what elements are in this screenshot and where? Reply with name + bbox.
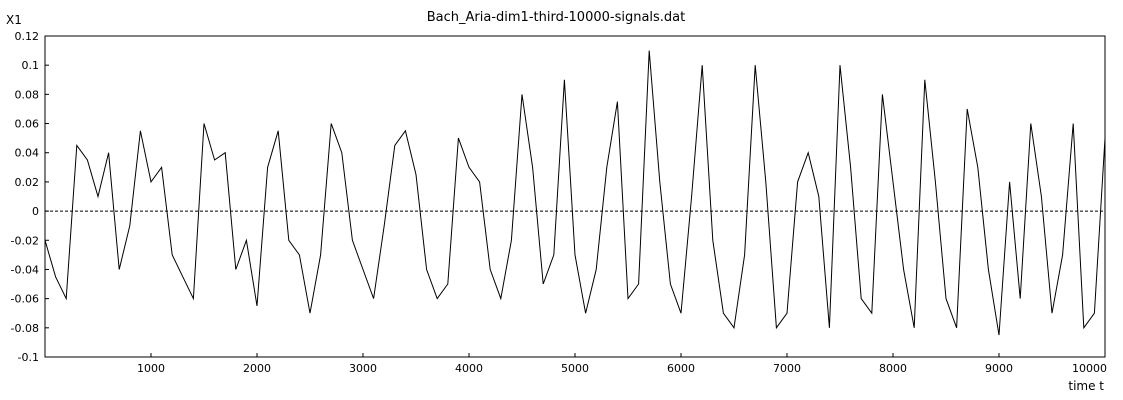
y-tick-label: -0.06 — [11, 293, 39, 306]
y-tick-label: 0 — [32, 205, 39, 218]
y-tick-label: -0.08 — [11, 322, 39, 335]
y-tick-label: 0.04 — [15, 147, 40, 160]
chart-title: Bach_Aria-dim1-third-10000-signals.dat — [427, 10, 686, 25]
signal-series-line — [44, 50, 1106, 336]
y-tick-label: 0.12 — [15, 30, 40, 43]
y-tick-label: -0.1 — [18, 351, 39, 364]
y-tick-label: 0.02 — [15, 176, 40, 189]
y-tick-label: 0.1 — [22, 59, 40, 72]
y-tick-label: 0.06 — [15, 118, 40, 131]
y-tick-label: 0.08 — [15, 88, 40, 101]
x-axis-label: time t — [1068, 379, 1104, 393]
y-tick-label: -0.02 — [11, 234, 39, 247]
y-axis-ticks: -0.1 -0.08 -0.06 -0.04 -0.02 0 0.02 0.04 0.06 0.0… — [11, 30, 49, 364]
x-tick-label: 5000 — [561, 362, 589, 375]
y-tick-label: -0.04 — [11, 263, 39, 276]
x-tick-label: 10000 — [1072, 362, 1107, 375]
y-axis-label: X1 — [6, 13, 22, 27]
x-tick-label: 8000 — [879, 362, 907, 375]
x-axis-ticks: 1000 2000 3000 4000 5000 6000 7000 8000 9000 1000… — [137, 353, 1107, 375]
x-tick-label: 9000 — [985, 362, 1013, 375]
x-tick-label: 1000 — [137, 362, 165, 375]
x-tick-label: 6000 — [667, 362, 695, 375]
x-tick-label: 2000 — [243, 362, 271, 375]
x-tick-label: 4000 — [455, 362, 483, 375]
x-tick-label: 3000 — [349, 362, 377, 375]
x-tick-label: 7000 — [773, 362, 801, 375]
plot-area — [44, 35, 1106, 358]
plot-frame — [44, 35, 1106, 358]
